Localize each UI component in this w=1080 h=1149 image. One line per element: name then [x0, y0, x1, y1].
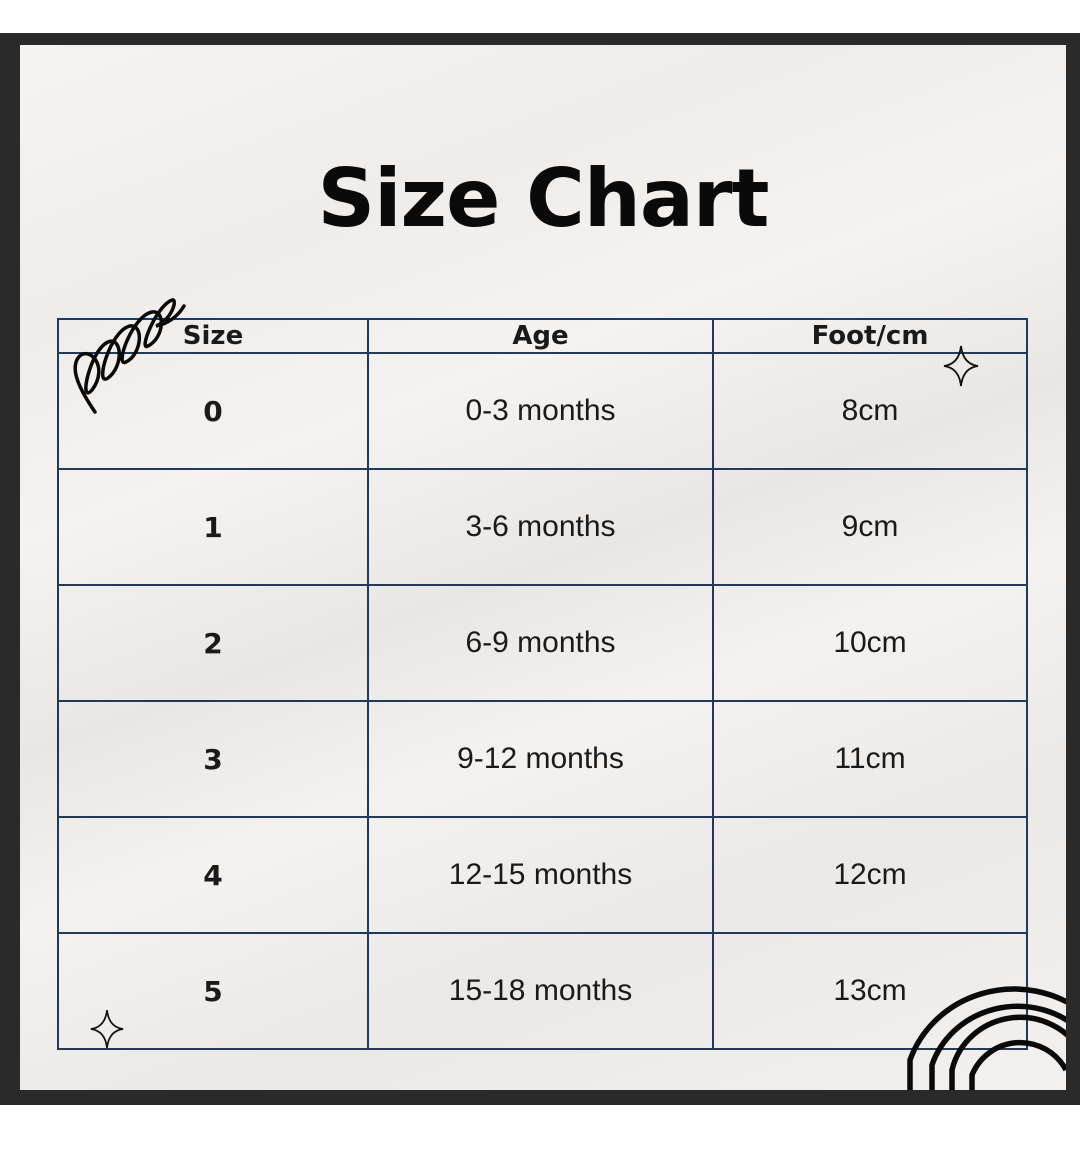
cell-size: 3: [57, 700, 369, 818]
cell-size: 4: [57, 816, 369, 934]
cell-age: 9-12 months: [367, 700, 714, 818]
cell-age: 3-6 months: [367, 468, 714, 586]
cell-age: 15-18 months: [367, 932, 714, 1050]
cell-size: 5: [57, 932, 369, 1050]
cell-foot: 8cm: [712, 352, 1028, 470]
table-row: 0 0-3 months 8cm: [57, 352, 1028, 470]
cell-foot: 12cm: [712, 816, 1028, 934]
header-age: Age: [367, 318, 714, 354]
table-row: 1 3-6 months 9cm: [57, 468, 1028, 586]
cell-foot: 9cm: [712, 468, 1028, 586]
table-header-row: Size Age Foot/cm: [57, 318, 1028, 354]
cell-foot: 11cm: [712, 700, 1028, 818]
table-row: 5 15-18 months 13cm: [57, 932, 1028, 1050]
cell-size: 0: [57, 352, 369, 470]
table-row: 4 12-15 months 12cm: [57, 816, 1028, 934]
table-row: 3 9-12 months 11cm: [57, 700, 1028, 818]
cell-foot: 10cm: [712, 584, 1028, 702]
header-size: Size: [57, 318, 369, 354]
cell-age: 6-9 months: [367, 584, 714, 702]
cell-size: 2: [57, 584, 369, 702]
header-foot: Foot/cm: [712, 318, 1028, 354]
table-row: 2 6-9 months 10cm: [57, 584, 1028, 702]
cell-age: 12-15 months: [367, 816, 714, 934]
cell-age: 0-3 months: [367, 352, 714, 470]
cell-foot: 13cm: [712, 932, 1028, 1050]
chart-title: Size Chart: [317, 152, 769, 245]
cell-size: 1: [57, 468, 369, 586]
size-table: Size Age Foot/cm 0 0-3 months 8cm 1 3-6 mont…: [57, 318, 1028, 1050]
